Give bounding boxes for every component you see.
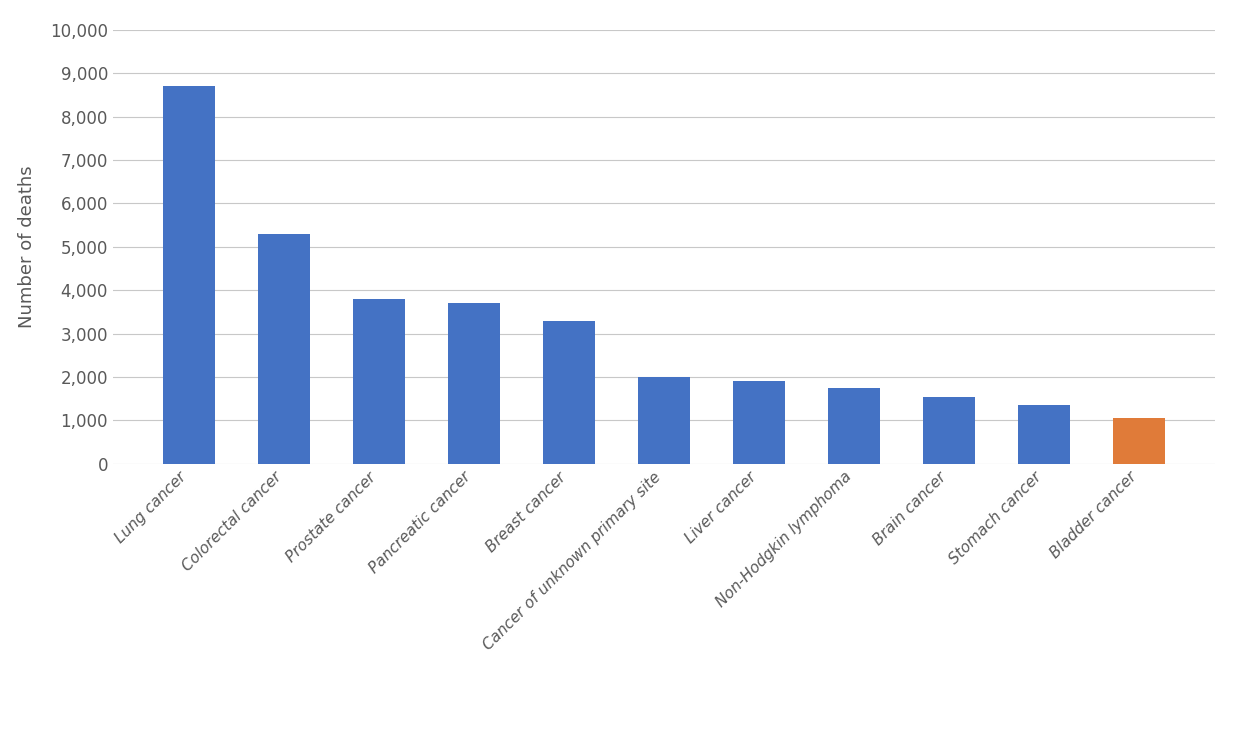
Bar (258, 234, 311, 464)
Bar (447, 303, 500, 464)
Bar (923, 396, 975, 464)
Bar (543, 321, 595, 464)
Bar (163, 86, 216, 464)
Bar (353, 299, 405, 464)
Bar (1017, 405, 1070, 464)
Bar (638, 377, 690, 464)
Bar (1113, 418, 1165, 464)
Bar (828, 388, 881, 464)
Y-axis label: Number of deaths: Number of deaths (18, 165, 36, 328)
Bar (733, 381, 786, 464)
